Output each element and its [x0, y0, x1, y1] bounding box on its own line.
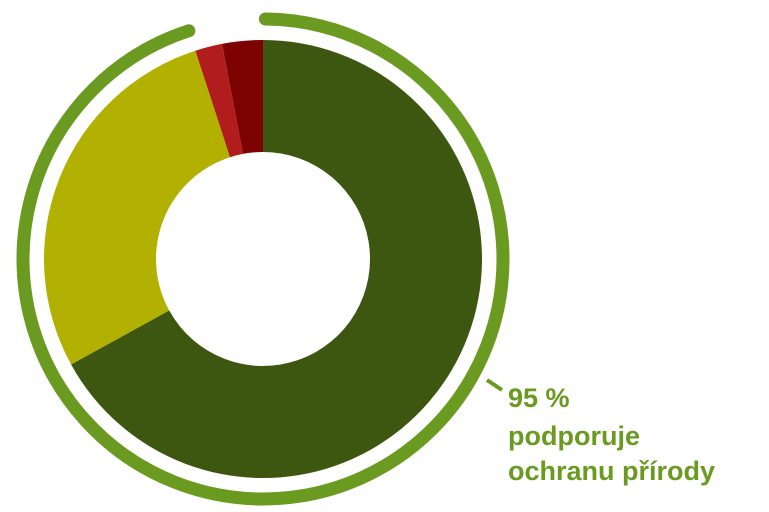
- annotation: ochranu přírody: [508, 456, 715, 486]
- donut-segment: [43, 50, 230, 365]
- donut-segment: [195, 43, 243, 158]
- donut-segment: [221, 40, 263, 154]
- annotation: podporuje: [508, 421, 640, 451]
- highlight-arc: [16, 12, 510, 506]
- connector: [485, 378, 504, 392]
- donut-segment: [71, 40, 483, 479]
- highlight-label: 95 %: [508, 383, 570, 413]
